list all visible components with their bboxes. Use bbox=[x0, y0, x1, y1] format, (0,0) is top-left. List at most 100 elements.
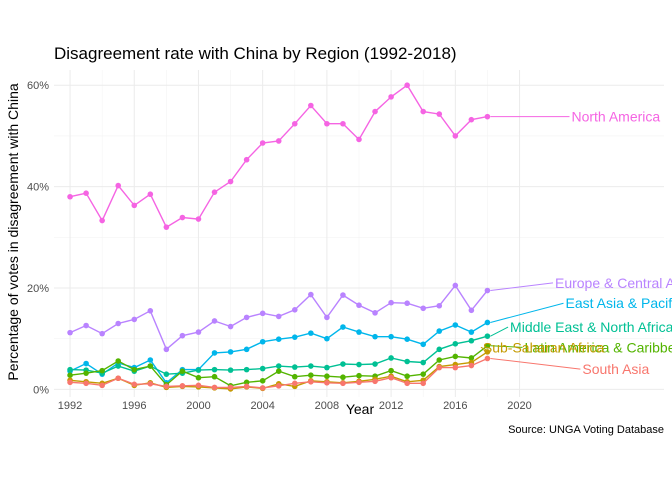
data-point-europe-central-asia bbox=[115, 320, 122, 327]
data-point-europe-central-asia bbox=[99, 330, 105, 337]
data-point-europe-central-asia bbox=[227, 323, 234, 330]
data-point-north-america bbox=[324, 120, 330, 127]
data-point-east-asia-pacific bbox=[211, 350, 218, 356]
data-point-south-asia bbox=[308, 378, 314, 385]
data-point-europe-central-asia bbox=[340, 292, 346, 298]
series-lines bbox=[67, 82, 491, 392]
data-point-europe-central-asia bbox=[211, 318, 218, 324]
data-point-north-america bbox=[275, 138, 282, 144]
data-point-east-asia-pacific bbox=[484, 319, 491, 326]
data-point-south-asia bbox=[99, 382, 105, 389]
data-point-middle-east-north-africa bbox=[211, 366, 218, 373]
data-point-europe-central-asia bbox=[308, 291, 314, 298]
data-point-middle-east-north-africa bbox=[227, 367, 234, 373]
data-point-south-asia bbox=[436, 364, 443, 371]
chart-title: Disagreement rate with China by Region (… bbox=[54, 44, 457, 63]
data-point-east-asia-pacific bbox=[275, 336, 282, 343]
data-point-south-asia bbox=[147, 381, 154, 387]
data-point-latin-america-caribbean bbox=[484, 342, 491, 349]
data-point-europe-central-asia bbox=[275, 313, 282, 320]
data-point-latin-america-caribbean bbox=[115, 358, 122, 364]
data-point-south-asia bbox=[452, 364, 459, 371]
data-point-south-asia bbox=[420, 380, 427, 387]
data-point-europe-central-asia bbox=[468, 307, 475, 314]
data-point-east-asia-pacific bbox=[243, 346, 250, 353]
data-point-north-america bbox=[388, 94, 394, 100]
data-point-latin-america-caribbean bbox=[275, 368, 282, 374]
x-tick-label: 2020 bbox=[507, 400, 531, 412]
series-label-latin-america-caribbean: Latin America & Caribbean bbox=[525, 339, 672, 355]
data-point-south-asia bbox=[211, 384, 218, 391]
data-point-north-america bbox=[259, 140, 266, 146]
data-point-north-america bbox=[340, 120, 346, 127]
data-point-middle-east-north-africa bbox=[340, 361, 346, 367]
data-point-middle-east-north-africa bbox=[259, 365, 266, 372]
data-point-latin-america-caribbean bbox=[131, 366, 138, 373]
data-point-south-asia bbox=[131, 381, 138, 388]
data-point-east-asia-pacific bbox=[372, 333, 378, 340]
data-point-north-america bbox=[179, 214, 186, 221]
data-point-middle-east-north-africa bbox=[324, 364, 330, 371]
y-tick-label: 0% bbox=[33, 384, 49, 396]
data-point-europe-central-asia bbox=[324, 314, 330, 321]
data-point-south-asia bbox=[291, 380, 298, 387]
data-point-latin-america-caribbean bbox=[83, 370, 89, 376]
data-point-south-asia bbox=[163, 383, 170, 390]
data-point-south-asia bbox=[243, 383, 250, 390]
data-point-middle-east-north-africa bbox=[243, 366, 250, 373]
leader-line-middle-east-north-africa bbox=[490, 326, 509, 337]
data-point-europe-central-asia bbox=[259, 310, 266, 317]
x-tick-label: 1992 bbox=[58, 400, 82, 412]
data-point-east-asia-pacific bbox=[468, 329, 475, 335]
data-point-latin-america-caribbean bbox=[67, 372, 73, 379]
data-point-north-america bbox=[227, 178, 234, 185]
data-point-europe-central-asia bbox=[356, 302, 362, 309]
data-point-east-asia-pacific bbox=[420, 341, 427, 348]
data-point-latin-america-caribbean bbox=[324, 373, 330, 380]
data-point-north-america bbox=[147, 191, 154, 198]
y-axis-title: Percentage of votes in disagreement with… bbox=[5, 83, 21, 380]
data-point-north-america bbox=[308, 102, 314, 109]
data-point-europe-central-asia bbox=[147, 308, 154, 314]
data-point-middle-east-north-africa bbox=[420, 359, 427, 366]
data-point-north-america bbox=[131, 202, 138, 209]
data-point-latin-america-caribbean bbox=[340, 374, 346, 381]
data-point-east-asia-pacific bbox=[324, 335, 330, 342]
data-point-middle-east-north-africa bbox=[388, 355, 394, 361]
data-point-latin-america-caribbean bbox=[211, 373, 218, 380]
chart-caption: Source: UNGA Voting Database bbox=[508, 424, 664, 436]
data-point-middle-east-north-africa bbox=[484, 333, 491, 339]
data-point-south-asia bbox=[356, 379, 362, 386]
series-middle-east-north-africa bbox=[67, 333, 491, 377]
data-point-north-america bbox=[372, 108, 378, 115]
data-point-south-asia bbox=[195, 382, 202, 389]
data-point-east-asia-pacific bbox=[147, 357, 154, 363]
data-point-latin-america-caribbean bbox=[179, 368, 186, 374]
data-point-middle-east-north-africa bbox=[163, 371, 170, 377]
data-point-latin-america-caribbean bbox=[99, 367, 105, 374]
data-point-middle-east-north-africa bbox=[67, 366, 73, 373]
data-point-north-america bbox=[452, 133, 459, 139]
data-point-latin-america-caribbean bbox=[243, 379, 250, 386]
series-label-north-america: North America bbox=[571, 109, 660, 125]
data-point-latin-america-caribbean bbox=[147, 363, 154, 369]
series-east-asia-pacific bbox=[67, 319, 491, 386]
data-point-latin-america-caribbean bbox=[195, 374, 202, 381]
data-point-middle-east-north-africa bbox=[452, 340, 459, 347]
data-point-east-asia-pacific bbox=[404, 336, 410, 343]
series-label-middle-east-north-africa: Middle East & North Africa bbox=[510, 319, 672, 335]
data-point-south-asia bbox=[388, 374, 394, 381]
data-point-south-asia bbox=[468, 362, 475, 369]
data-point-east-asia-pacific bbox=[83, 360, 89, 367]
data-point-latin-america-caribbean bbox=[436, 357, 443, 363]
data-point-north-america bbox=[243, 156, 250, 163]
data-point-east-asia-pacific bbox=[291, 334, 298, 340]
data-point-middle-east-north-africa bbox=[404, 358, 410, 365]
x-axis-title: Year bbox=[346, 401, 375, 417]
y-tick-label: 60% bbox=[27, 80, 49, 92]
data-point-north-america bbox=[83, 190, 89, 196]
data-point-sub-saharan-africa bbox=[484, 349, 491, 355]
data-point-north-america bbox=[468, 116, 475, 123]
data-point-europe-central-asia bbox=[388, 299, 394, 306]
data-point-europe-central-asia bbox=[179, 332, 186, 339]
